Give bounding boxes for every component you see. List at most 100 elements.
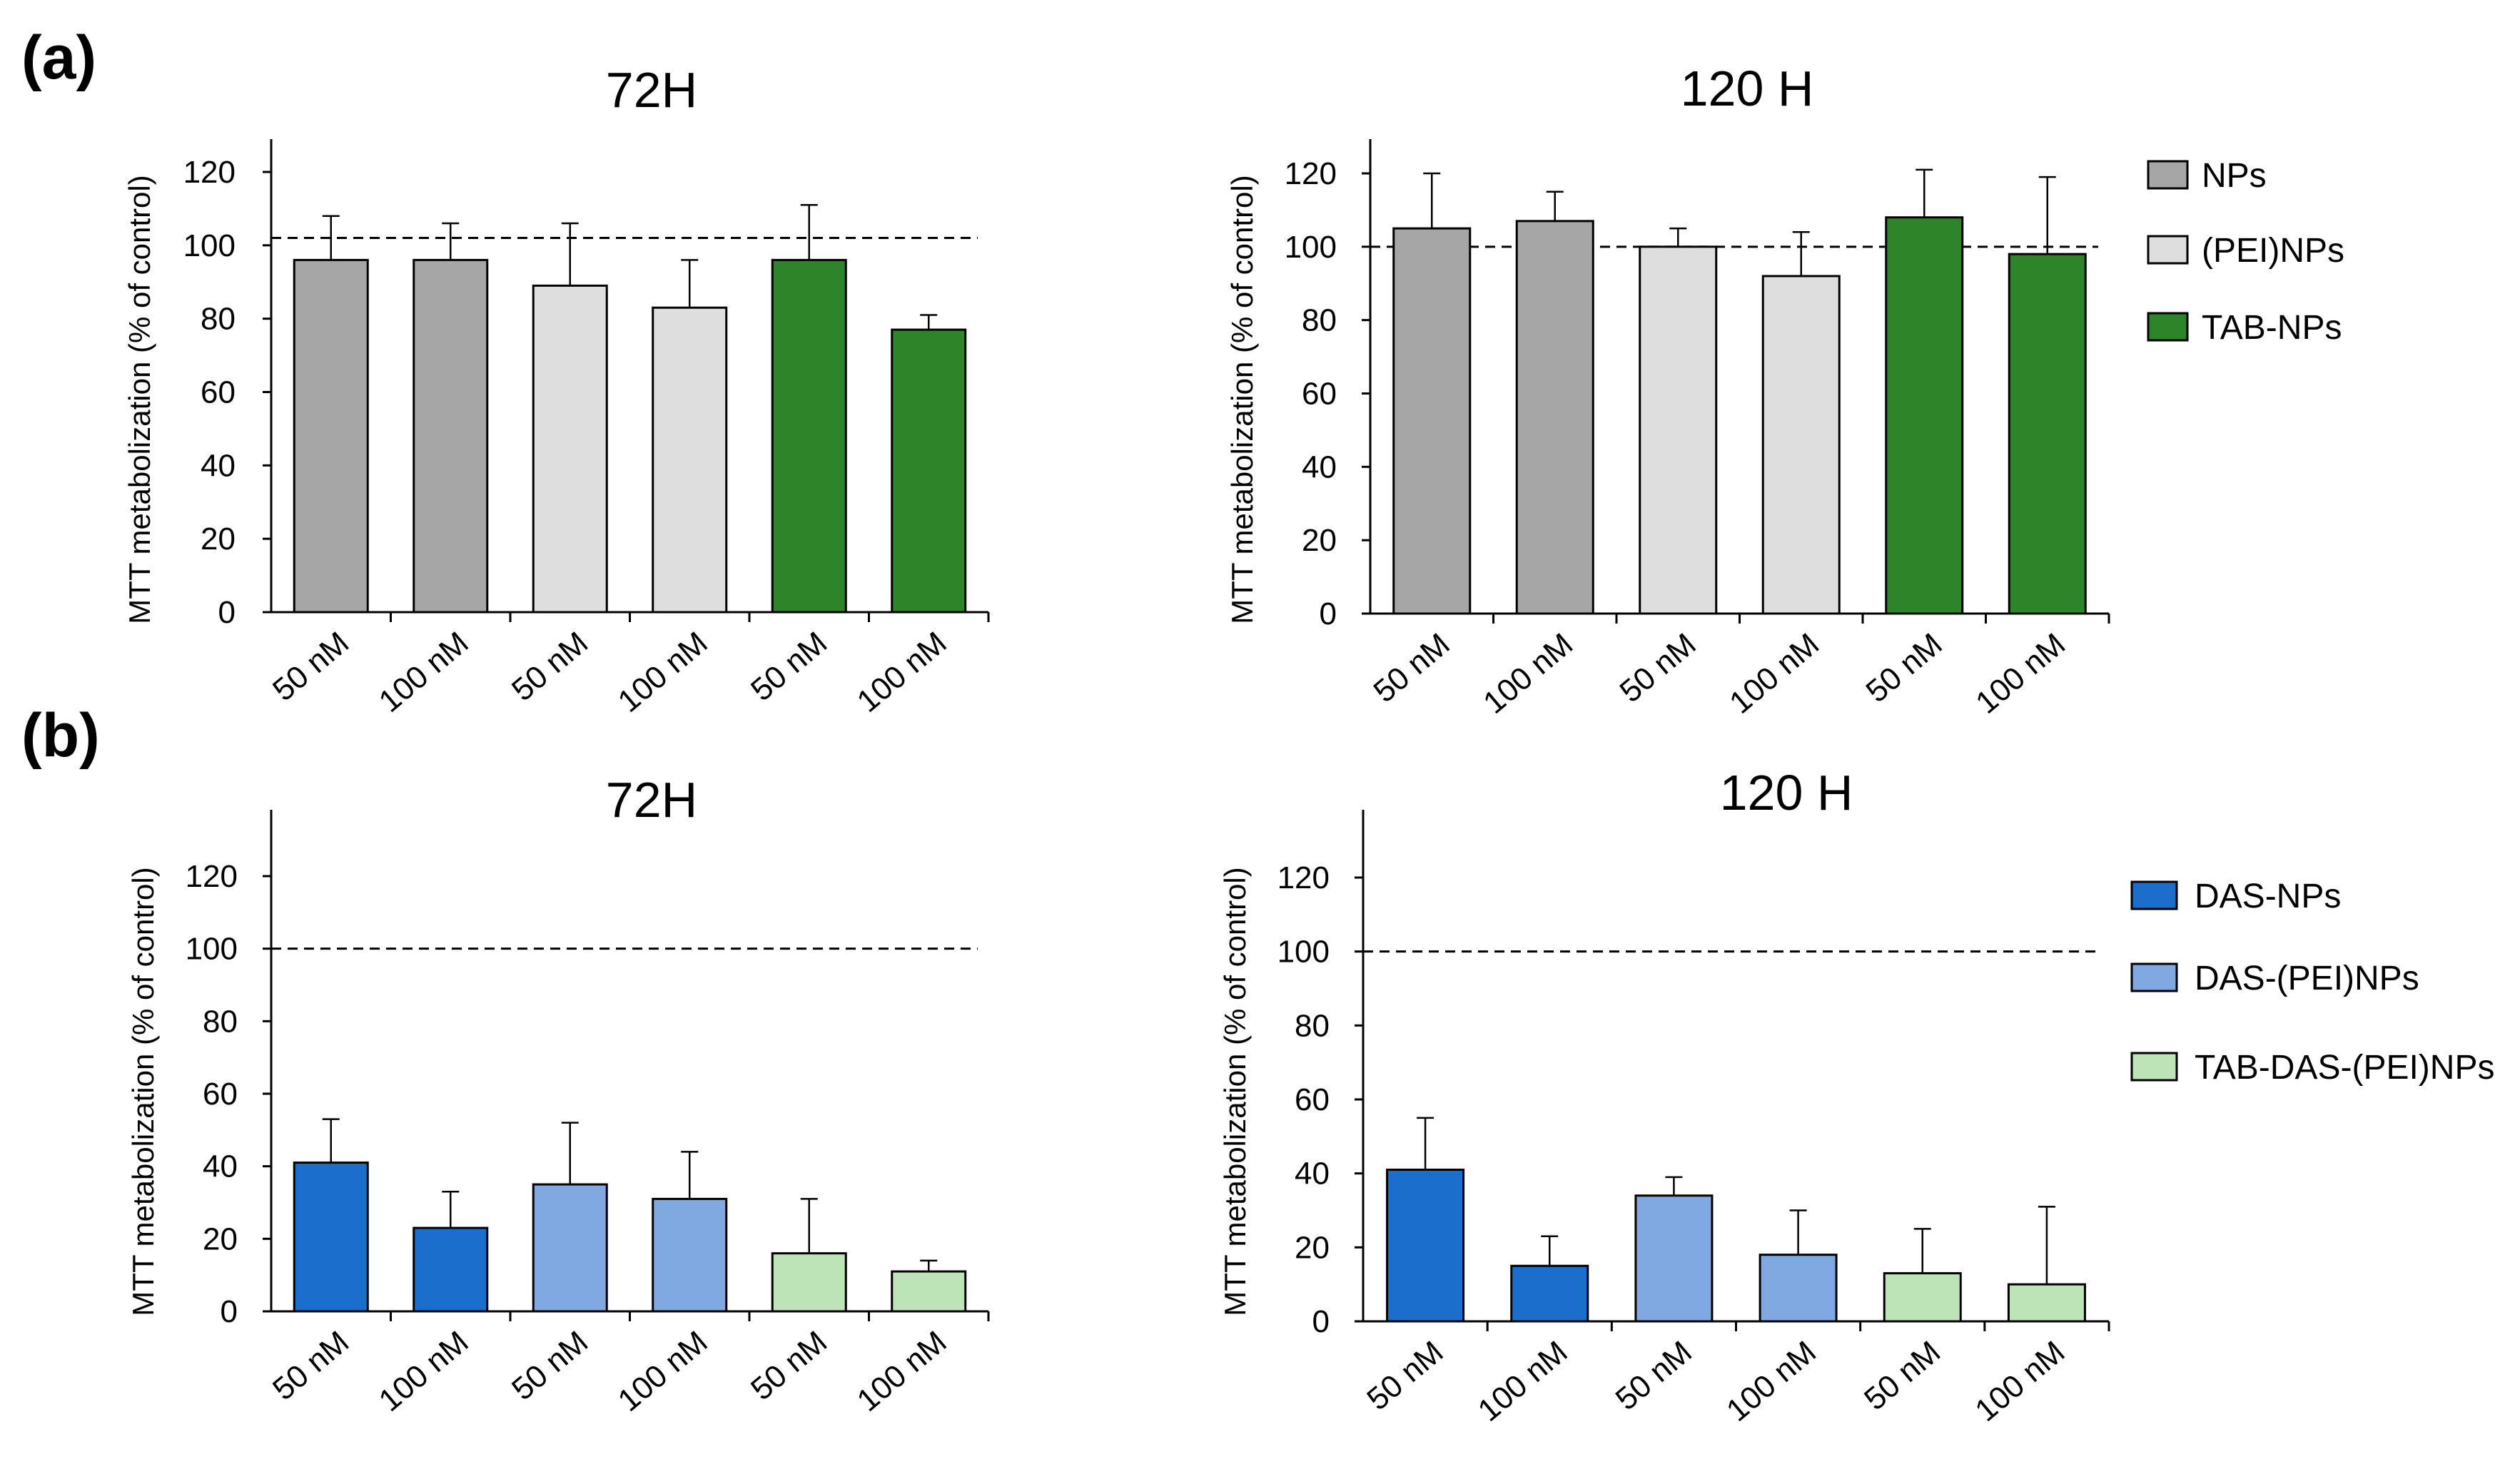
y-tick-label: 40	[1295, 1157, 1330, 1191]
bar	[293, 258, 369, 614]
legend-label: TAB-DAS-(PEI)NPs	[2195, 1049, 2494, 1087]
chart-4: 120 H MTT metabolization (% of control) 0 2…	[1218, 765, 2110, 1428]
x-tick-label: 100 nM	[851, 625, 953, 719]
legend-swatch	[2147, 312, 2189, 342]
bar	[1510, 1264, 1589, 1323]
bar	[2007, 1283, 2086, 1323]
legend-2: DAS-NPs DAS-(PEI)NPs TAB-DAS-(PEI)NPs	[2130, 878, 2494, 1087]
y-tick-label: 100	[183, 228, 236, 263]
y-tick-label: 120	[1285, 156, 1337, 191]
bar	[1759, 1254, 1838, 1323]
bar	[1885, 216, 1964, 615]
legend-label: DAS-(PEI)NPs	[2195, 960, 2419, 997]
x-tick-label: 50 nM	[1613, 626, 1702, 709]
y-tick-label: 120	[183, 155, 236, 190]
x-tick-label: 50 nM	[505, 625, 594, 708]
bar	[771, 1252, 847, 1313]
y-tick-label: 120	[1277, 860, 1330, 895]
chart-1: 72H MTT metabolization (% of control) 0 20 4…	[123, 62, 990, 719]
chart-title: 72H	[606, 772, 697, 828]
x-tick-label: 50 nM	[505, 1324, 594, 1407]
y-tick-label: 20	[1302, 523, 1337, 558]
y-tick-label: 60	[201, 375, 236, 410]
x-tick-label: 100 nM	[1477, 626, 1579, 721]
bar	[2008, 253, 2087, 615]
legend-label: NPs	[2202, 157, 2267, 195]
x-tick-label: 100 nM	[1969, 626, 2072, 721]
y-axis-label: MTT metabolization (% of control)	[123, 175, 156, 624]
legend-layer: NPs (PEI)NPs TAB-NPs DAS-NPs DAS-(PEI)NPs TAB…	[2130, 157, 2494, 1087]
y-tick-label: 60	[203, 1077, 238, 1112]
chart-3: 72H MTT metabolization (% of control) 0 20 4…	[126, 772, 990, 1418]
y-tick-label: 40	[203, 1149, 238, 1184]
y-tick-label: 80	[1302, 303, 1337, 338]
x-tick-label: 100 nM	[612, 1324, 714, 1418]
bar	[1883, 1272, 1962, 1323]
bar	[293, 1162, 369, 1313]
y-tick-label: 60	[1295, 1082, 1330, 1117]
y-tick-label: 100	[1277, 935, 1330, 970]
legend-swatch	[2147, 235, 2189, 265]
x-tick-label: 100 nM	[1723, 626, 1826, 721]
bar	[652, 1197, 728, 1313]
y-tick-label: 20	[203, 1221, 238, 1256]
legend-swatch	[2147, 160, 2189, 190]
y-tick-label: 80	[201, 302, 236, 337]
legend-label: (PEI)NPs	[2202, 232, 2344, 270]
x-tick-label: 50 nM	[1859, 626, 1948, 709]
y-tick-label: 0	[221, 1294, 238, 1329]
y-tick-label: 20	[1295, 1230, 1330, 1265]
bar	[413, 258, 489, 614]
y-tick-label: 0	[218, 595, 236, 630]
legend-swatch	[2130, 962, 2178, 992]
bar	[1386, 1168, 1465, 1323]
chart-title: 120 H	[1681, 61, 1814, 116]
y-tick-label: 40	[1302, 449, 1337, 484]
chart-title: 120 H	[1720, 765, 1853, 820]
x-tick-label: 50 nM	[266, 625, 355, 708]
y-axis-label: MTT metabolization (% of control)	[126, 867, 160, 1316]
bar	[1392, 227, 1472, 615]
y-tick-label: 80	[1295, 1008, 1330, 1043]
x-tick-label: 100 nM	[373, 625, 475, 719]
y-tick-label: 100	[1285, 230, 1337, 265]
x-tick-label: 100 nM	[851, 1324, 953, 1418]
bar	[532, 1183, 608, 1313]
legend-swatch	[2130, 880, 2178, 910]
y-axis-label: MTT metabolization (% of control)	[1225, 175, 1259, 624]
y-tick-label: 120	[186, 859, 238, 894]
x-tick-label: 50 nM	[1609, 1334, 1699, 1417]
y-tick-label: 100	[186, 932, 238, 967]
y-tick-label: 80	[203, 1004, 238, 1039]
chart-2: 120 H MTT metabolization (% of control) 0 2…	[1225, 61, 2110, 721]
legend-label: DAS-NPs	[2195, 878, 2341, 915]
legend-label: TAB-NPs	[2202, 309, 2342, 347]
bar	[771, 258, 847, 614]
chart-title: 72H	[606, 62, 697, 118]
x-tick-label: 100 nM	[612, 625, 714, 719]
panel-label-a: (a)	[21, 24, 96, 92]
panel-label-b: (b)	[21, 701, 100, 770]
x-tick-label: 100 nM	[373, 1324, 475, 1418]
x-tick-label: 50 nM	[744, 625, 834, 708]
x-tick-label: 50 nM	[744, 1324, 834, 1407]
y-axis-label: MTT metabolization (% of control)	[1218, 867, 1252, 1316]
x-tick-label: 100 nM	[1720, 1334, 1823, 1428]
y-tick-label: 40	[201, 448, 236, 483]
bar	[1634, 1194, 1714, 1323]
bar	[652, 306, 728, 614]
legend-swatch	[2130, 1052, 2178, 1082]
y-tick-label: 0	[1320, 596, 1337, 631]
charts-layer: 72H MTT metabolization (% of control) 0 20 4…	[123, 61, 2110, 1428]
bar	[1639, 245, 1718, 615]
x-tick-label: 50 nM	[1360, 1334, 1449, 1417]
y-tick-label: 20	[201, 522, 236, 556]
x-tick-label: 100 nM	[1968, 1334, 2071, 1428]
legend-1: NPs (PEI)NPs TAB-NPs	[2147, 157, 2344, 347]
bar	[1761, 275, 1841, 615]
x-tick-label: 100 nM	[1472, 1334, 1574, 1428]
x-tick-label: 50 nM	[1367, 626, 1456, 709]
x-tick-label: 50 nM	[1858, 1334, 1947, 1417]
y-tick-label: 60	[1302, 377, 1337, 412]
